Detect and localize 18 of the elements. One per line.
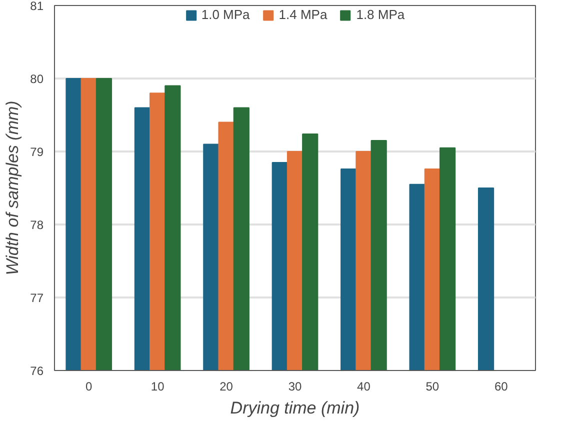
legend-label: 1.8 MPa: [356, 7, 405, 22]
y-tick-label: 77: [30, 291, 44, 305]
x-tick-label: 60: [494, 380, 508, 394]
legend-label: 1.4 MPa: [278, 7, 328, 22]
y-tick-label: 81: [30, 0, 44, 13]
x-tick-label: 30: [288, 380, 302, 394]
legend-label: 1.0 MPa: [201, 7, 250, 22]
x-tick-label: 50: [426, 380, 440, 394]
y-axis-title: Width of samples (mm): [3, 100, 22, 276]
x-axis-title: Drying time (min): [230, 398, 360, 418]
x-tick-label: 10: [150, 380, 165, 394]
y-tick-label: 79: [30, 145, 44, 159]
x-tick-label: 40: [357, 380, 371, 394]
x-tick-label: 20: [220, 380, 234, 394]
y-tick-label: 76: [30, 364, 44, 378]
y-tick-label: 80: [30, 72, 44, 86]
x-tick-label: 0: [86, 380, 93, 394]
y-tick-label: 78: [30, 218, 44, 232]
